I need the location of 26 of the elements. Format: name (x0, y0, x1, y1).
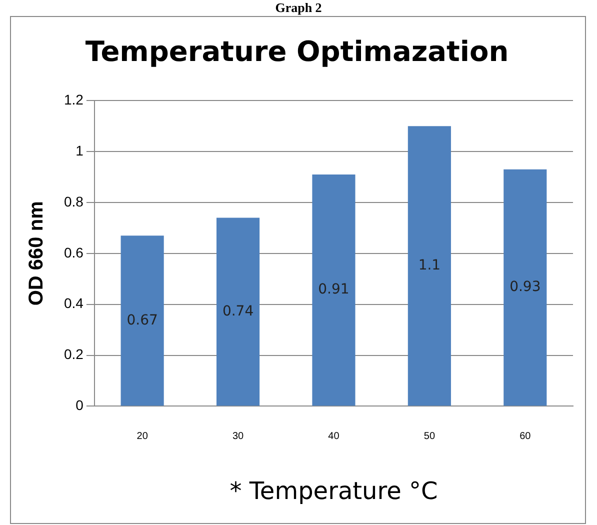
x-tick-label: 40 (328, 430, 340, 442)
x-tick-label: 50 (424, 430, 436, 442)
data-label: 0.67 (126, 312, 158, 328)
y-tick-label: 1 (76, 142, 84, 158)
data-label: 1.1 (418, 258, 441, 274)
y-tick-label: 0.4 (64, 295, 84, 312)
data-label: 0.93 (510, 279, 541, 296)
bar (312, 174, 356, 406)
x-tick-label: 60 (520, 430, 532, 442)
bar (408, 126, 451, 406)
data-label: 0.74 (222, 303, 254, 320)
caption: Graph 2 (274, 0, 323, 16)
bar (216, 218, 260, 406)
data-label: 0.91 (318, 282, 350, 298)
bar (504, 169, 547, 406)
y-tick-label: 0.6 (64, 244, 84, 260)
bar (120, 236, 164, 406)
y-tick-label: 0.8 (64, 193, 84, 210)
y-axis-title: OD 660 nm (26, 201, 48, 306)
y-tick-label: 0 (76, 397, 84, 414)
x-tick-label: 20 (136, 430, 148, 442)
y-tick-label: 0.2 (64, 346, 84, 362)
x-axis-title: * Temperature °C (230, 476, 438, 505)
y-tick-label: 1.2 (64, 91, 84, 108)
chart-title: Temperature Optimazation (85, 35, 509, 68)
x-tick-label: 30 (232, 430, 244, 442)
